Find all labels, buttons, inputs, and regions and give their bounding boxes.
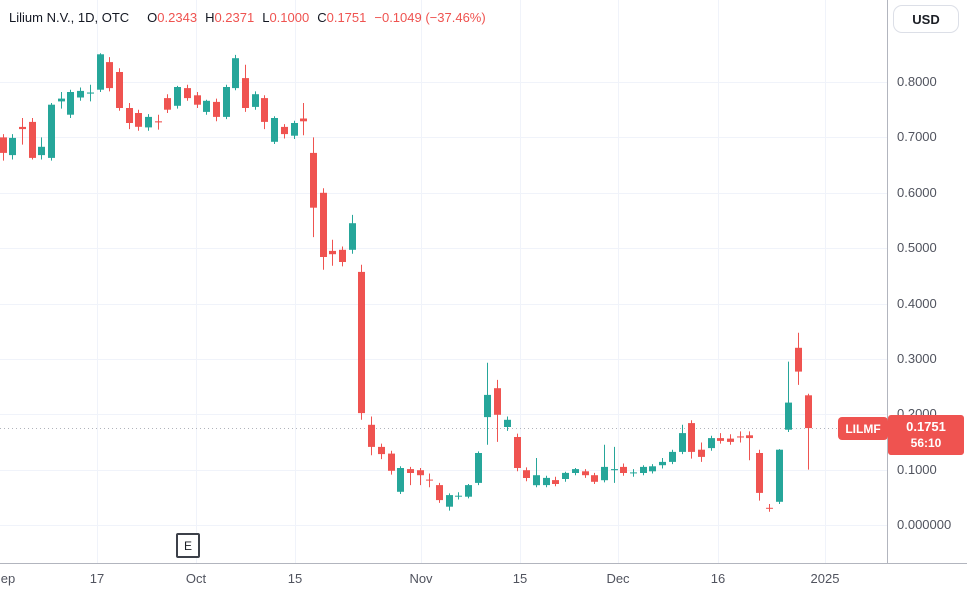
price-tick-0.1000: 0.1000 <box>897 462 937 477</box>
change-value: −0.1049 (−37.46%) <box>374 10 486 25</box>
open-value: 0.2343 <box>157 10 198 25</box>
symbol-title[interactable]: Lilium N.V., 1D, OTC <box>9 10 130 25</box>
close-value: 0.1751 <box>326 10 367 25</box>
low-label: L <box>262 10 270 25</box>
high-label: H <box>205 10 215 25</box>
time-axis[interactable]: ep 17 Oct 15 Nov 15 Dec 16 2025 <box>0 564 967 598</box>
symbol-legend: Lilium N.V., 1D, OTC O0.2343 H0.2371 L0.100… <box>9 10 486 25</box>
bar-countdown: 56:10 <box>910 436 942 450</box>
price-tick-0.4000: 0.4000 <box>897 296 937 311</box>
time-tick-17: 17 <box>89 571 105 586</box>
high-value: 0.2371 <box>214 10 255 25</box>
time-tick-2025: 2025 <box>810 571 840 586</box>
time-tick-16: 16 <box>710 571 726 586</box>
candlestick-canvas[interactable] <box>0 0 887 563</box>
chart-plot-area[interactable]: Lilium N.V., 1D, OTC O0.2343 H0.2371 L0.100… <box>0 0 887 563</box>
price-tick-0.6000: 0.6000 <box>897 185 937 200</box>
close-label: C <box>317 10 327 25</box>
currency-button[interactable]: USD <box>893 5 959 33</box>
open-label: O <box>147 10 158 25</box>
price-tick-0.3000: 0.3000 <box>897 351 937 366</box>
price-tick-0.5000: 0.5000 <box>897 240 937 255</box>
price-tick-0.8000: 0.8000 <box>897 74 937 89</box>
time-axis-border <box>0 563 967 564</box>
price-axis[interactable]: USD 0.8000 0.7000 0.6000 0.5000 0.4000 0.3000… <box>888 0 967 563</box>
last-price-value: 0.1751 <box>906 419 946 434</box>
price-axis-border <box>887 0 888 592</box>
price-tick-0.7000: 0.7000 <box>897 129 937 144</box>
earnings-marker[interactable]: E <box>176 533 200 558</box>
time-tick-Oct: Oct <box>185 571 207 586</box>
time-tick-Dec: Dec <box>606 571 630 586</box>
symbol-price-flag: LILMF <box>838 417 888 440</box>
time-tick-ep: ep <box>0 571 16 586</box>
price-tick-0.000000: 0.000000 <box>897 517 952 532</box>
last-price-label: 0.1751 56:10 <box>888 415 964 455</box>
currency-button-label: USD <box>912 11 940 27</box>
time-tick-15: 15 <box>512 571 528 586</box>
low-value: 0.1000 <box>269 10 310 25</box>
time-tick-15: 15 <box>287 571 303 586</box>
time-tick-Nov: Nov <box>409 571 433 586</box>
